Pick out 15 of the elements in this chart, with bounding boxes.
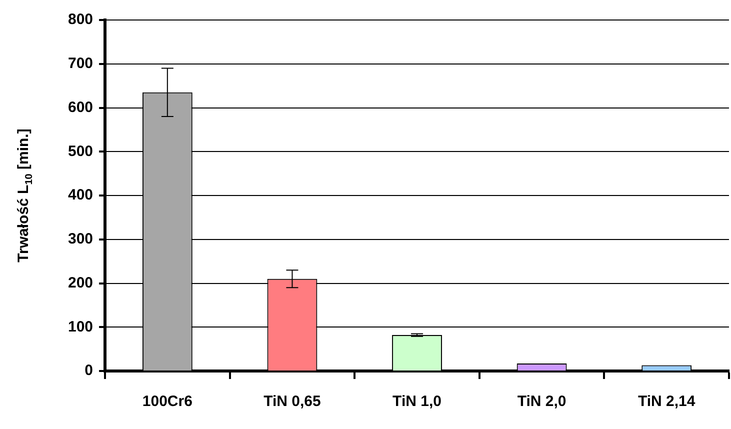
x-tick-label: TiN 2,0	[517, 393, 566, 410]
x-tick-label: 100Cr6	[142, 393, 192, 410]
y-tick-label: 700	[68, 55, 94, 72]
x-tick-label: TiN 1,0	[392, 393, 442, 410]
x-tick-label: TiN 2,14	[638, 393, 696, 410]
y-tick-label: 100	[68, 318, 94, 336]
y-tick-label: 200	[68, 274, 94, 292]
y-tick-label: 300	[68, 230, 94, 248]
x-tick-label: TiN 0,65	[264, 393, 321, 410]
y-tick-label: 500	[68, 142, 94, 160]
y-tick-label: 600	[68, 98, 94, 116]
y-tick-label: 800	[68, 11, 94, 28]
y-tick-label: 0	[84, 362, 94, 380]
y-tick-label: 400	[68, 186, 94, 204]
y-axis-title: Trwałość L10 [min.]	[15, 128, 35, 262]
